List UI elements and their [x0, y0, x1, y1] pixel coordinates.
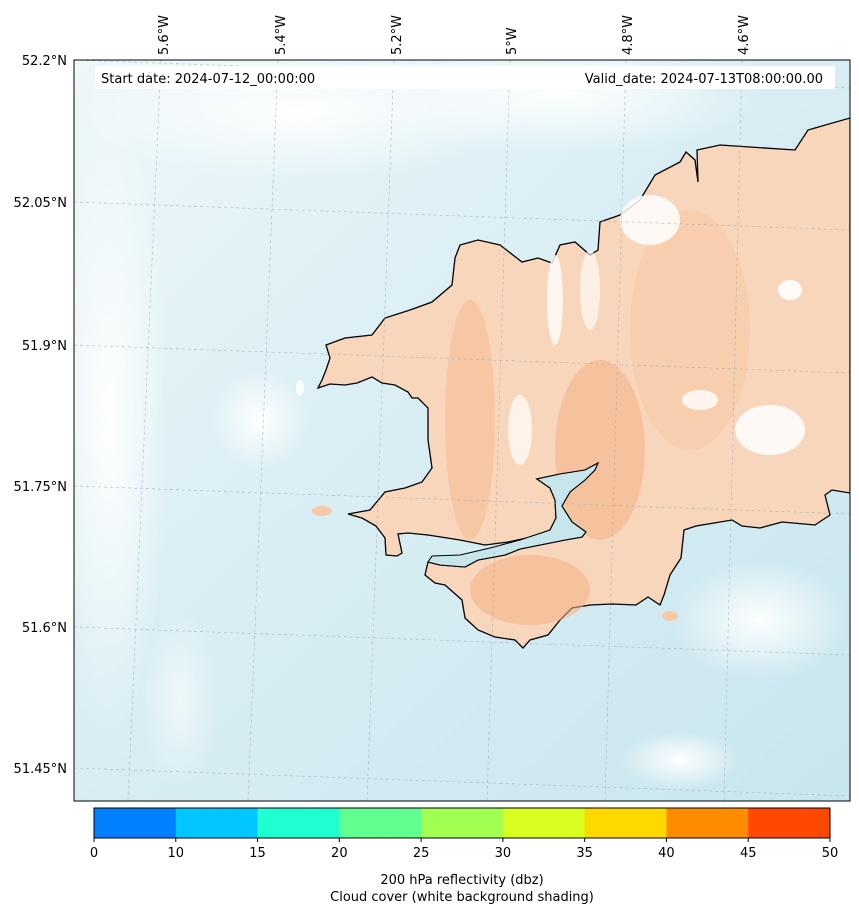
colorbar-frame [93, 807, 831, 839]
colorbar-tick-label: 20 [331, 846, 348, 861]
map-panel: Start date: 2024-07-12_00:00:00 Valid_da… [74, 60, 850, 801]
island-skomer [312, 506, 332, 516]
island-ramsey [296, 380, 304, 396]
colorbar-tick-label: 50 [822, 846, 839, 861]
lat-label: 51.75°N [14, 480, 67, 495]
colorbar-tick-label: 35 [576, 846, 593, 861]
longitude-labels: 5.6°W 5.4°W 5.2°W 5°W 4.8°W 4.6°W [157, 15, 752, 55]
lon-label: 5.6°W [157, 15, 172, 55]
map-frame [73, 59, 851, 802]
colorbar-swatch [502, 808, 586, 838]
latitude-labels: 52.2°N 52.05°N 51.9°N 51.75°N 51.6°N 51.… [14, 54, 67, 777]
lat-label: 51.9°N [22, 339, 67, 354]
colorbar-label-line2: Cloud cover (white background shading) [330, 890, 594, 905]
colorbar: 0 10 15 20 25 30 35 40 45 50 200 hPa reflectivity… [90, 807, 838, 905]
lon-label: 5°W [505, 27, 520, 55]
lon-label: 5.4°W [274, 15, 289, 55]
land-cloud-streaks [508, 195, 805, 465]
cloud-shading [74, 60, 850, 790]
colorbar-tick-label: 30 [495, 846, 512, 861]
colorbar-tick-label: 25 [413, 846, 430, 861]
colorbar-swatches [94, 808, 831, 838]
valid-date: Valid_date: 2024-07-13T08:00:00.00 [585, 72, 823, 87]
colorbar-ticks: 0 10 15 20 25 30 35 40 45 50 [90, 838, 838, 861]
colorbar-swatch [175, 808, 259, 838]
colorbar-tick-label: 40 [658, 846, 675, 861]
colorbar-swatch [748, 808, 831, 838]
colorbar-swatch [421, 808, 504, 838]
lon-label: 4.8°W [621, 15, 636, 55]
island-caldey [662, 611, 678, 621]
colorbar-label-line1: 200 hPa reflectivity (dbz) [380, 873, 543, 888]
lat-label: 51.6°N [22, 621, 67, 636]
colorbar-swatch [584, 808, 667, 838]
colorbar-tick-label: 15 [249, 846, 266, 861]
lon-label: 4.6°W [737, 15, 752, 55]
colorbar-swatch [94, 808, 177, 838]
colorbar-tick-label: 45 [740, 846, 757, 861]
colorbar-tick-label: 0 [90, 846, 98, 861]
lon-label: 5.2°W [390, 15, 405, 55]
colorbar-swatch [257, 808, 340, 838]
colorbar-swatch [666, 808, 749, 838]
graticule [74, 60, 850, 801]
lat-label: 52.05°N [14, 196, 67, 211]
colorbar-swatch [339, 808, 422, 838]
start-date: Start date: 2024-07-12_00:00:00 [101, 72, 315, 87]
header-box [95, 66, 835, 89]
lat-label: 52.2°N [22, 54, 67, 69]
estuary-water [427, 461, 600, 568]
lat-label: 51.45°N [14, 762, 67, 777]
colorbar-tick-label: 10 [168, 846, 185, 861]
